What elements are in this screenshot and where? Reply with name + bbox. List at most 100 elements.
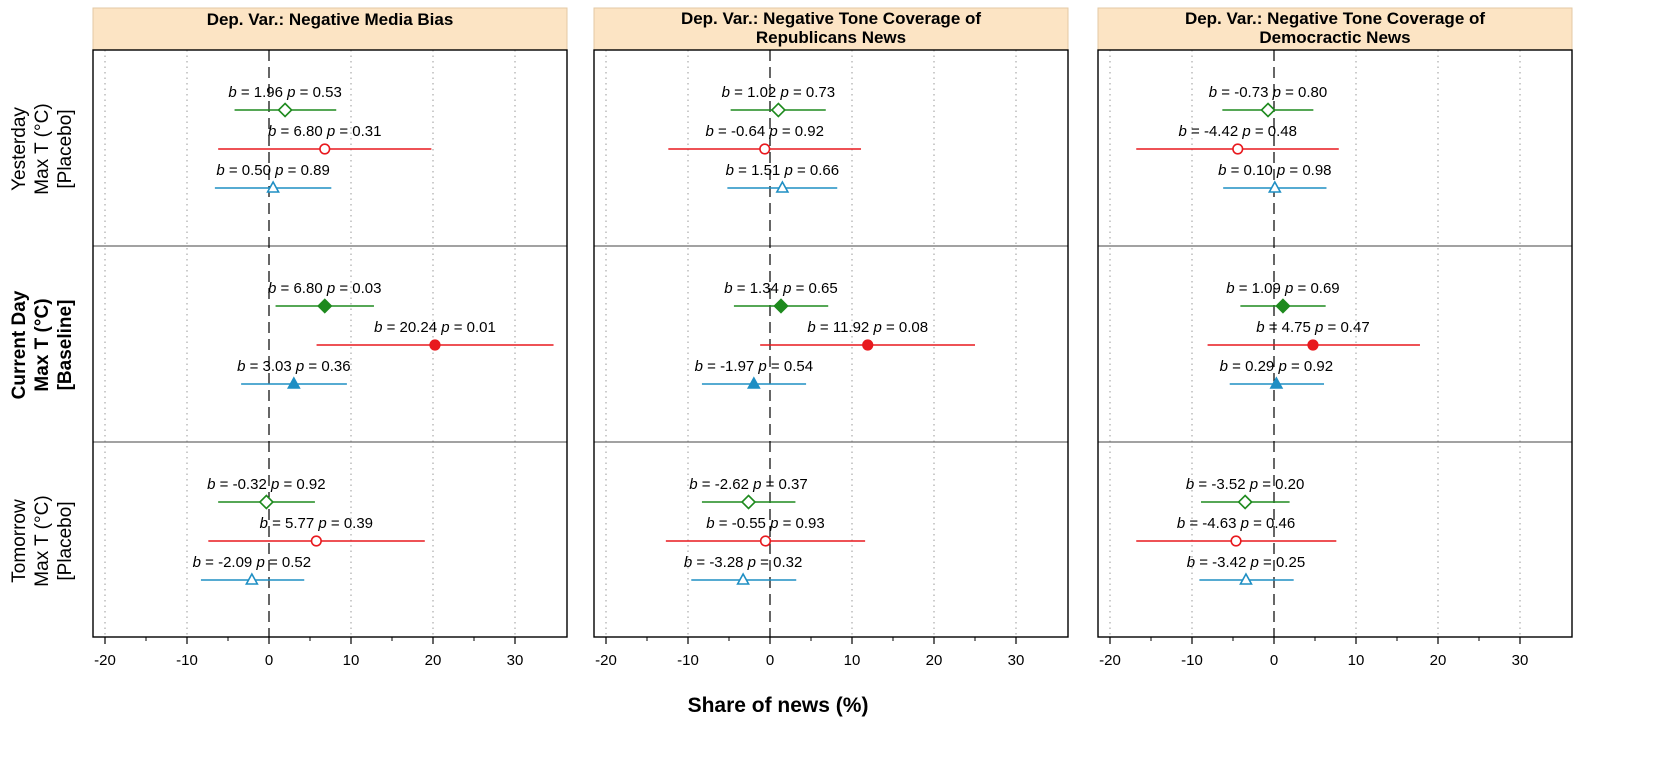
estimate-blue: b = -2.09 p = 0.52: [193, 554, 311, 585]
estimate-blue: b = -3.42 p = 0.25: [1187, 554, 1305, 585]
tick-label: -20: [595, 652, 617, 669]
point-diamond: [740, 494, 757, 510]
point-circle: [862, 339, 874, 351]
point-diamond: [317, 298, 333, 314]
estimate-label: b = 5.77 p = 0.39: [260, 515, 373, 532]
estimate-red: b = 11.92 p = 0.08: [760, 319, 975, 351]
point-triangle: [736, 572, 750, 585]
estimate-blue: b = 0.29 p = 0.92: [1220, 358, 1333, 389]
estimate-green: b = 1.34 p = 0.65: [724, 280, 838, 314]
tick-label: 10: [343, 652, 360, 669]
tick-label: -10: [176, 652, 198, 669]
tick-label: 0: [265, 652, 273, 669]
point-diamond: [1237, 494, 1253, 510]
point-triangle: [1239, 572, 1253, 585]
tick-label: 0: [766, 652, 774, 669]
estimate-green: b = 1.02 p = 0.73: [722, 84, 835, 118]
estimate-label: b = -4.63 p = 0.46: [1177, 515, 1295, 532]
point-triangle: [266, 180, 280, 193]
estimate-label: b = -3.42 p = 0.25: [1187, 554, 1305, 571]
tick-label: 10: [1348, 652, 1365, 669]
estimate-green: b = 1.09 p = 0.69: [1226, 280, 1340, 314]
estimate-green: b = -0.32 p = 0.92: [207, 476, 326, 510]
estimate-label: b = -0.55 p = 0.93: [706, 515, 824, 532]
point-circle: [1232, 143, 1244, 155]
estimate-label: b = -0.73 p = 0.80: [1209, 84, 1327, 101]
tick-label: 20: [1430, 652, 1447, 669]
row-label-3: Tomorrow Max T (°C) [Placebo]: [9, 495, 76, 586]
x-axis-title: Share of news (%): [688, 694, 869, 717]
point-triangle: [746, 376, 761, 389]
panel-header: [1097, 7, 1573, 51]
row-label-line: Yesterday: [9, 107, 30, 191]
estimate-label: b = -3.28 p = 0.32: [684, 554, 802, 571]
estimate-blue: b = 1.51 p = 0.66: [726, 162, 839, 193]
estimate-red: b = -4.63 p = 0.46: [1136, 515, 1337, 547]
row-label-line: [Placebo]: [55, 501, 76, 580]
estimate-label: b = 1.34 p = 0.65: [724, 280, 837, 297]
estimate-label: b = -0.64 p = 0.92: [706, 123, 824, 140]
row-label-line: Max T (°C): [32, 495, 53, 586]
panel-frame: [593, 49, 1069, 638]
estimate-green: b = 6.80 p = 0.03: [268, 280, 381, 314]
panel-2: Dep. Var.: Negative Tone Coverage ofRepu…: [593, 7, 1069, 669]
point-diamond: [277, 102, 293, 118]
estimate-blue: b = 0.10 p = 0.98: [1218, 162, 1332, 193]
panel-frame: [92, 49, 568, 638]
point-circle: [310, 535, 322, 547]
estimate-label: b = 0.50 p = 0.89: [216, 162, 329, 179]
estimate-label: b = 1.09 p = 0.69: [1226, 280, 1339, 297]
point-triangle: [1269, 376, 1284, 389]
estimate-label: b = 6.80 p = 0.31: [268, 123, 381, 140]
panel-title: Republicans News: [756, 28, 906, 47]
panel-title: Dep. Var.: Negative Tone Coverage of: [681, 9, 981, 28]
point-diamond: [258, 494, 275, 510]
estimate-red: b = -0.55 p = 0.93: [665, 515, 866, 547]
point-diamond: [1260, 102, 1276, 118]
point-diamond: [773, 298, 789, 314]
panel-title: Dep. Var.: Negative Media Bias: [207, 10, 454, 29]
row-label-line: Max T (°C): [32, 298, 53, 391]
tick-label: 20: [425, 652, 442, 669]
point-circle: [759, 143, 771, 155]
panel-1: Dep. Var.: Negative Media Bias b = 1.96 p…: [92, 7, 568, 669]
estimate-green: b = -3.52 p = 0.20: [1186, 476, 1304, 510]
tick-label: -10: [1181, 652, 1203, 669]
point-diamond: [770, 102, 786, 118]
row-label-line: Tomorrow: [9, 499, 30, 583]
estimate-label: b = 20.24 p = 0.01: [374, 319, 496, 336]
point-triangle: [245, 572, 259, 585]
estimate-label: b = -2.62 p = 0.37: [689, 476, 807, 493]
estimate-label: b = 0.10 p = 0.98: [1218, 162, 1331, 179]
estimate-label: b = 4.75 p = 0.47: [1256, 319, 1369, 336]
tick-label: 10: [844, 652, 861, 669]
point-circle: [429, 339, 441, 351]
row-label-line: [Baseline]: [55, 300, 76, 391]
estimate-label: b = 6.80 p = 0.03: [268, 280, 381, 297]
estimate-label: b = 0.29 p = 0.92: [1220, 358, 1333, 375]
estimate-label: b = 3.03 p = 0.36: [237, 358, 350, 375]
estimate-label: b = 1.96 p = 0.53: [228, 84, 341, 101]
estimate-label: b = 11.92 p = 0.08: [807, 319, 928, 336]
estimate-blue: b = 3.03 p = 0.36: [237, 358, 351, 389]
point-diamond: [1275, 298, 1291, 314]
tick-label: 0: [1270, 652, 1278, 669]
point-triangle: [775, 180, 790, 193]
tick-label: -20: [1099, 652, 1121, 669]
estimate-label: b = 1.51 p = 0.66: [726, 162, 839, 179]
estimate-red: b = -0.64 p = 0.92: [668, 123, 862, 155]
tick-label: 30: [507, 652, 524, 669]
panel-title: Dep. Var.: Negative Tone Coverage of: [1185, 9, 1485, 28]
point-triangle: [286, 376, 301, 389]
estimate-blue: b = -3.28 p = 0.32: [684, 554, 802, 585]
estimate-red: b = -4.42 p = 0.48: [1136, 123, 1339, 155]
estimate-red: b = 5.77 p = 0.39: [208, 515, 425, 547]
tick-label: 30: [1512, 652, 1529, 669]
row-label-line: [Placebo]: [55, 109, 76, 188]
estimate-label: b = -2.09 p = 0.52: [193, 554, 311, 571]
tick-label: -10: [677, 652, 699, 669]
row-label-1: Yesterday Max T (°C) [Placebo]: [9, 103, 76, 194]
estimate-blue: b = 0.50 p = 0.89: [214, 162, 332, 193]
estimate-blue: b = -1.97 p = 0.54: [695, 358, 813, 389]
